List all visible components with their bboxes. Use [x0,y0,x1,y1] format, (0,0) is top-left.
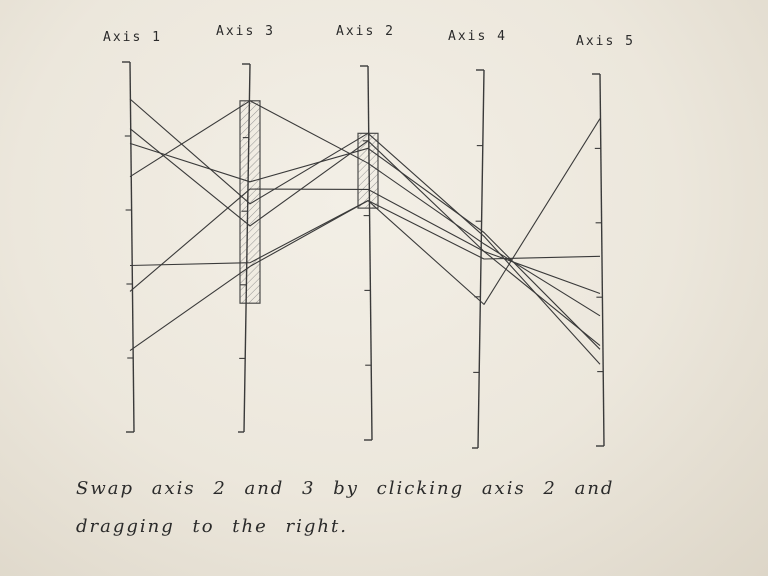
brush-1[interactable] [239,100,261,304]
data-line-6 [129,188,601,295]
data-line-4 [129,100,601,317]
axis-line-2[interactable] [238,63,251,433]
brush-2[interactable] [357,132,379,209]
data-line-7 [129,118,601,352]
axis-1-label: Axis 1 [103,30,162,45]
caption-line-1: Swap axis 2 and 3 by clicking axis 2 and [76,478,615,499]
axis-3-label: Axis 3 [216,24,275,39]
axis-line-1[interactable] [122,61,135,433]
data-line-3 [129,142,601,350]
axis-2-label: Axis 2 [336,24,395,39]
data-line-2 [129,128,601,347]
axis-line-4[interactable] [472,69,485,449]
axis-5-label: Axis 5 [576,34,635,49]
caption-line-2: dragging to the right. [76,516,348,537]
axis-4-label: Axis 4 [448,29,507,44]
axis-line-5[interactable] [592,73,605,447]
data-line-5 [129,200,601,267]
axis-line-3[interactable] [360,65,373,441]
